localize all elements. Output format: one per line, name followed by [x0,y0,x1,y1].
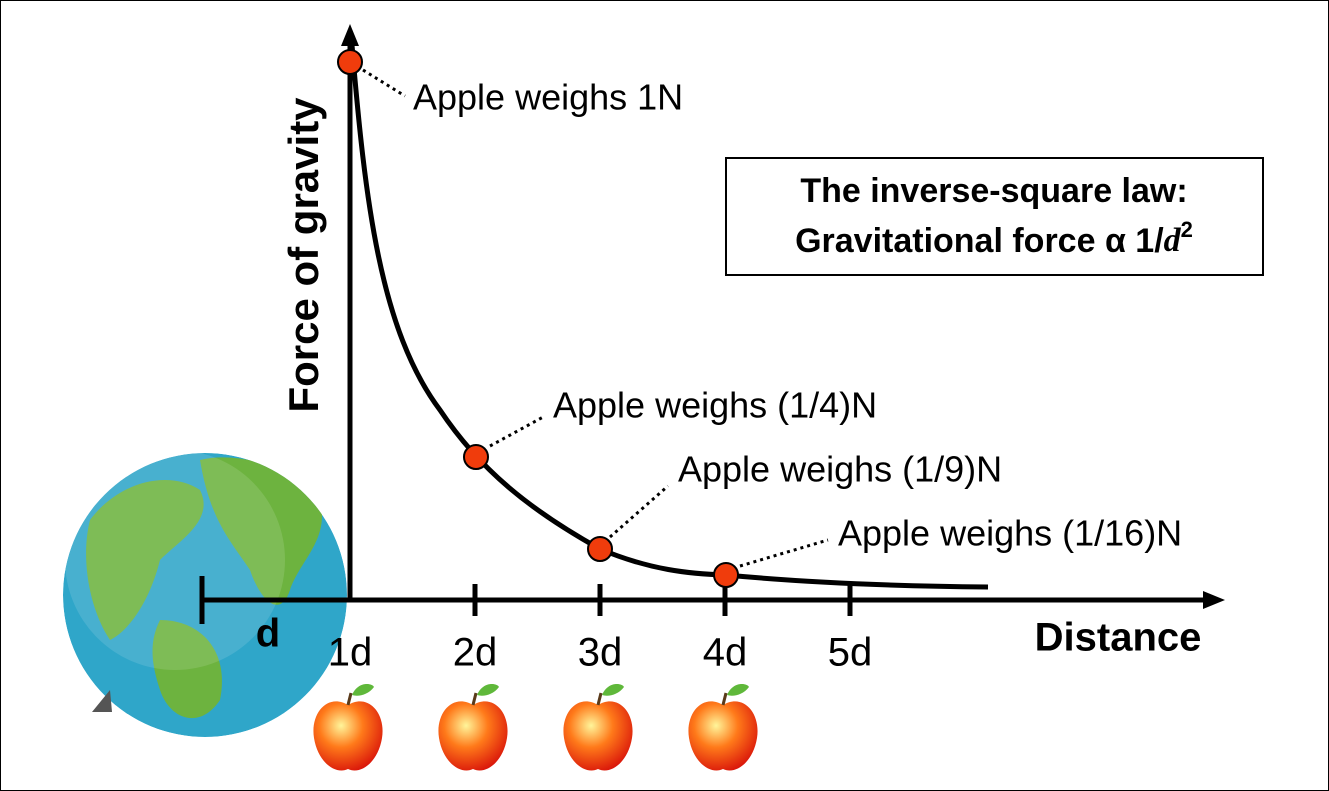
y-axis-label: Force of gravity [280,97,327,413]
law-box [725,157,1264,276]
axes [199,40,1210,624]
point [587,536,613,562]
point [463,444,489,470]
formula-variable: d [1164,222,1182,259]
x-tick-label: 4d [703,631,748,675]
formula-exponent: 2 [1181,217,1193,242]
point-label: Apple weighs (1/4)N [553,385,877,426]
formula-text: Gravitational force α 1/ [795,222,1164,260]
x-tick-label: 3d [578,631,623,675]
y-arrow [341,24,359,46]
law-title: The inverse-square law: [800,172,1187,210]
earth [63,453,347,737]
x-tick-label: 2d [453,631,498,675]
leader [739,538,829,568]
curve [349,44,989,590]
earth-shadow [92,690,112,712]
x-axis-label: Distance [1035,616,1202,660]
leader [362,68,406,98]
law-formula: Gravitational force α 1/d2 [795,217,1193,260]
point-label: Apple weighs (1/16)N [838,513,1182,554]
point [713,562,739,588]
point [337,49,363,75]
x-tick-label: 1d [328,631,373,675]
point-label: Apple weighs (1/9)N [678,449,1002,490]
leaders [362,68,829,568]
x-arrow [1203,591,1225,609]
dynamic: 1d 2d 3d 4d 5d Apple weighs 1N Apple weighs (1… [311,49,1182,773]
ruler-label: d [256,612,280,656]
x-tick-label: 5d [828,631,873,675]
point-label: Apple weighs 1N [413,77,683,118]
leader [609,484,669,539]
